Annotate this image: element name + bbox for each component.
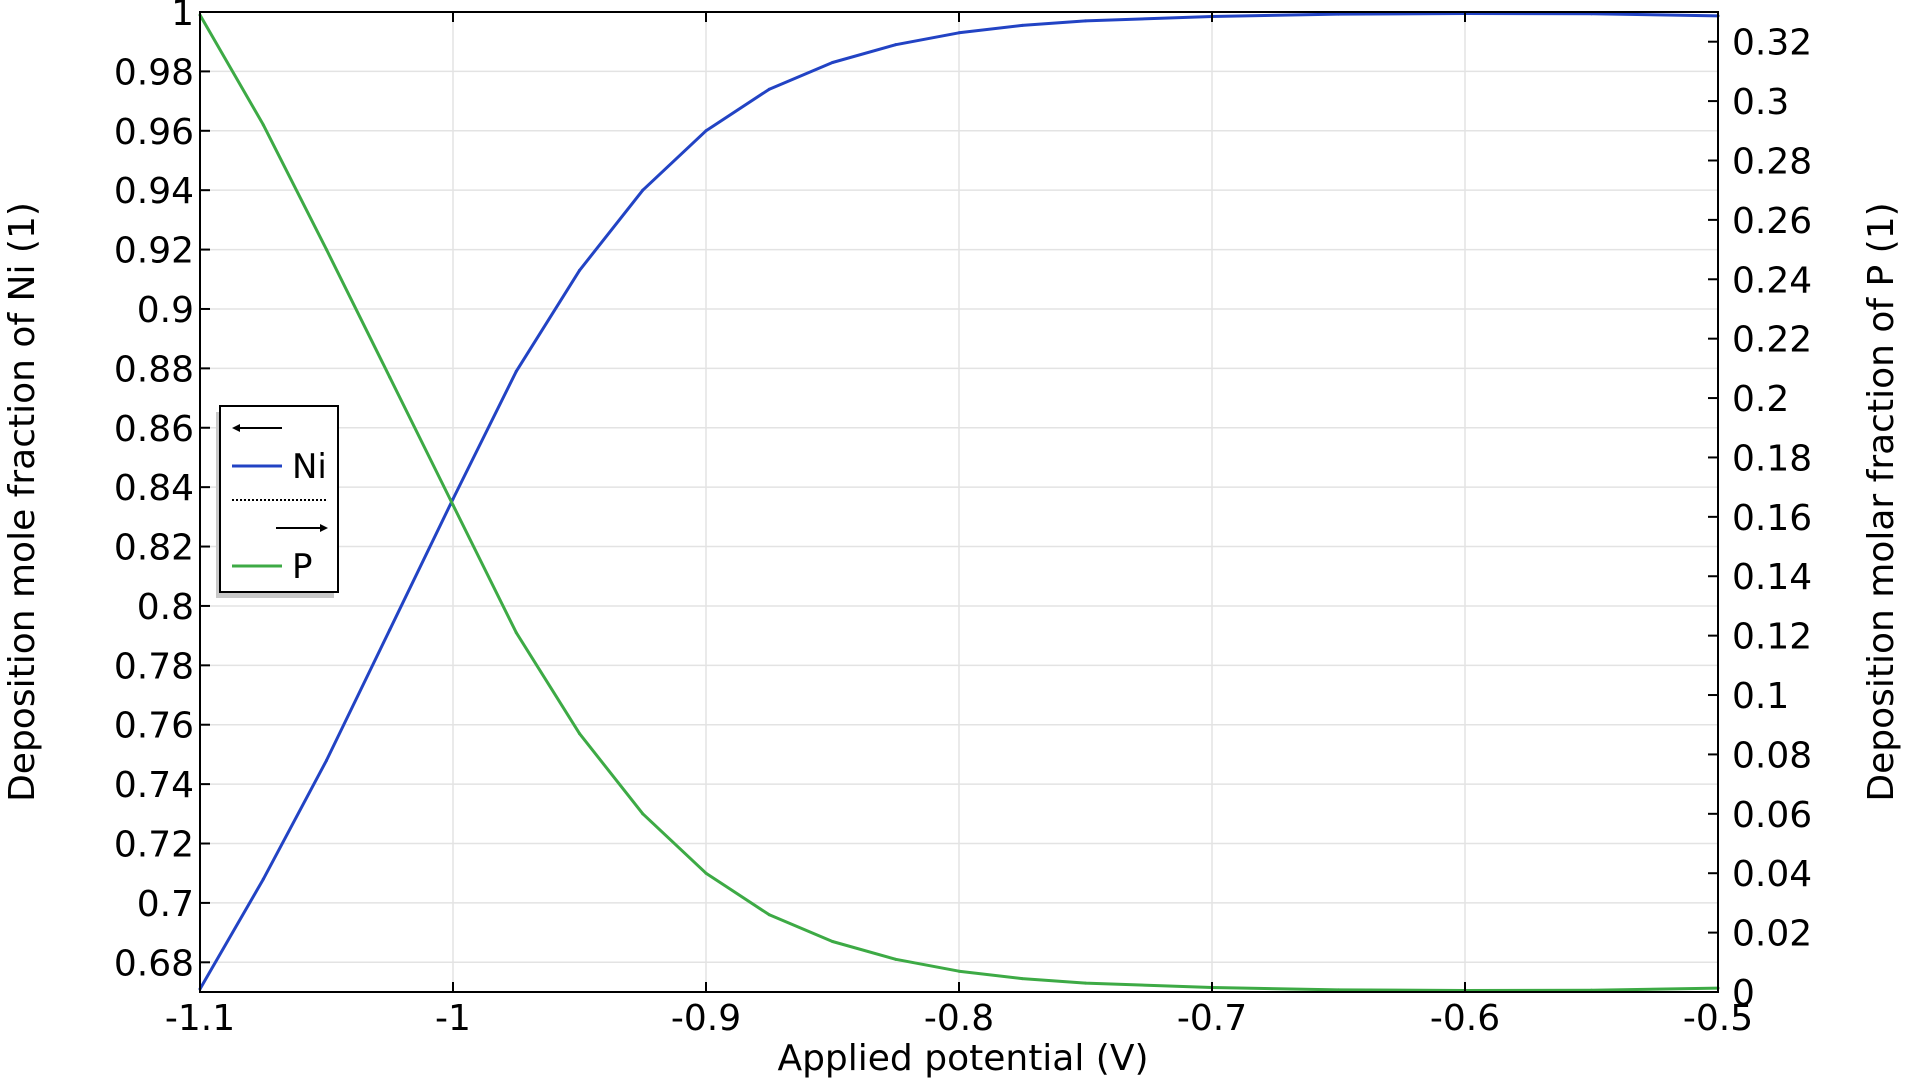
y-right-tick-label: 0: [1732, 973, 1755, 1014]
data-point-ni: [957, 31, 961, 35]
y-left-tick-label: 0.76: [114, 706, 194, 747]
y-left-tick-label: 0.86: [114, 409, 194, 450]
x-tick-label: -0.8: [924, 998, 994, 1039]
data-point-ni: [1337, 12, 1340, 16]
data-point-ni: [578, 268, 581, 272]
data-point-ni: [641, 188, 645, 192]
grid: [199, 11, 1719, 992]
data-point-p: [1337, 988, 1340, 992]
y-left-tick-label: 0.68: [114, 943, 194, 984]
data-point-p: [1020, 977, 1024, 981]
data-point-ni: [514, 369, 518, 373]
y-right-tick-label: 0.06: [1732, 795, 1812, 836]
y-right-tick-label: 0.1: [1732, 676, 1789, 717]
y-left-tick-label: 0.7: [137, 884, 194, 925]
y-right-tick-label: 0.26: [1732, 201, 1812, 242]
y-right-tick-label: 0.24: [1732, 260, 1812, 301]
legend-box: [219, 405, 339, 593]
series-line-ni: [198, 12, 1719, 990]
data-point-ni: [1590, 12, 1593, 16]
x-axis-title: Applied potential (V): [777, 1038, 1148, 1079]
data-point-ni: [1084, 19, 1087, 23]
y-right-tick-label: 0.32: [1732, 23, 1812, 64]
y-left-tick-label: 0.78: [114, 646, 194, 687]
data-point-ni: [451, 497, 455, 501]
y-right-tick-label: 0.14: [1732, 557, 1812, 598]
data-point-p: [388, 375, 392, 379]
y-left-tick-label: 0.88: [114, 349, 194, 390]
y-left-tick-label: 0.8: [137, 587, 194, 628]
data-point-p: [1590, 988, 1593, 992]
y-left-tick-label: 0.94: [114, 171, 194, 212]
tick-layer: -1.1 -1 -0.9 -0.8 -0.7 -0.6 -0.5 0.68 0.7 0.72 0.7…: [114, 0, 1812, 1039]
y-left-tick-label: 0.72: [114, 825, 194, 866]
data-point-ni: [704, 129, 708, 133]
y-right-tick-label: 0.3: [1732, 82, 1789, 123]
x-tick-label: -0.6: [1430, 998, 1500, 1039]
y-right-tick-label: 0.18: [1732, 438, 1812, 479]
y-left-tick-label: 0.9: [137, 290, 194, 331]
y-left-tick-label: 1: [171, 0, 194, 34]
y-right-tick-label: 0.08: [1732, 735, 1812, 776]
data-point-ni: [831, 60, 834, 64]
data-point-p: [1084, 981, 1087, 985]
y-left-tick-label: 0.84: [114, 468, 194, 509]
x-tick-label: -1.1: [165, 998, 235, 1039]
y-right-tick-label: 0.02: [1732, 914, 1812, 955]
data-point-p: [514, 631, 518, 635]
data-point-p: [831, 940, 834, 944]
data-point-p: [704, 871, 708, 875]
data-point-ni: [325, 758, 328, 762]
x-tick-label: -0.5: [1683, 998, 1753, 1039]
data-point-ni: [894, 43, 898, 47]
data-point-p: [578, 732, 581, 736]
y-left-tick-label: 0.92: [114, 231, 194, 272]
data-point-ni: [388, 628, 392, 632]
y-left-tick-label: 0.82: [114, 528, 194, 569]
series-line-p: [198, 14, 1719, 992]
y-right-axis-title: Deposition molar fraction of P (1): [1861, 202, 1902, 801]
data-point-p: [894, 957, 898, 961]
legend-arrowhead-right: [320, 524, 328, 532]
y-right-tick-label: 0.22: [1732, 320, 1812, 361]
x-tick-label: -0.7: [1177, 998, 1247, 1039]
legend-arrowhead-left: [232, 424, 240, 432]
legend-label-ni: Ni: [292, 447, 327, 487]
data-point-p: [451, 503, 455, 507]
x-tick-label: -1: [435, 998, 471, 1039]
legend: Ni P: [216, 405, 339, 598]
y-left-tick-label: 0.96: [114, 112, 194, 153]
y-right-tick-label: 0.04: [1732, 854, 1812, 895]
y-right-tick-label: 0.16: [1732, 498, 1812, 539]
data-point-p: [767, 913, 771, 917]
data-point-p: [641, 812, 645, 816]
data-point-p: [325, 248, 328, 252]
data-point-ni: [1020, 23, 1024, 27]
y-right-tick-label: 0.28: [1732, 141, 1812, 182]
y-left-axis-title: Deposition mole fraction of Ni (1): [2, 202, 43, 802]
legend-label-p: P: [292, 547, 313, 587]
data-point-p: [261, 123, 265, 127]
y-right-tick-label: 0.12: [1732, 617, 1812, 658]
y-left-tick-label: 0.98: [114, 52, 194, 93]
data-point-p: [957, 969, 961, 973]
y-left-tick-label: 0.74: [114, 765, 194, 806]
y-right-tick-label: 0.2: [1732, 379, 1789, 420]
data-point-ni: [261, 877, 265, 881]
data-point-ni: [767, 87, 771, 91]
x-tick-label: -0.9: [671, 998, 741, 1039]
